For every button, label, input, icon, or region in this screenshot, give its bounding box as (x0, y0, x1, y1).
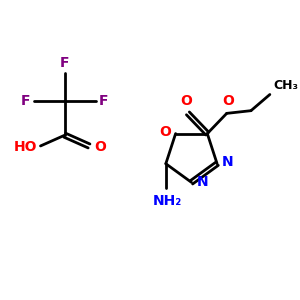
Text: N: N (196, 175, 208, 189)
Text: NH₂: NH₂ (153, 194, 182, 208)
Text: HO: HO (14, 140, 37, 154)
Text: O: O (222, 94, 234, 108)
Text: O: O (94, 140, 106, 154)
Text: O: O (159, 125, 171, 139)
Text: F: F (60, 56, 70, 70)
Text: O: O (181, 94, 193, 108)
Text: CH₃: CH₃ (273, 79, 298, 92)
Text: F: F (99, 94, 109, 109)
Text: N: N (222, 155, 234, 170)
Text: F: F (21, 94, 31, 109)
